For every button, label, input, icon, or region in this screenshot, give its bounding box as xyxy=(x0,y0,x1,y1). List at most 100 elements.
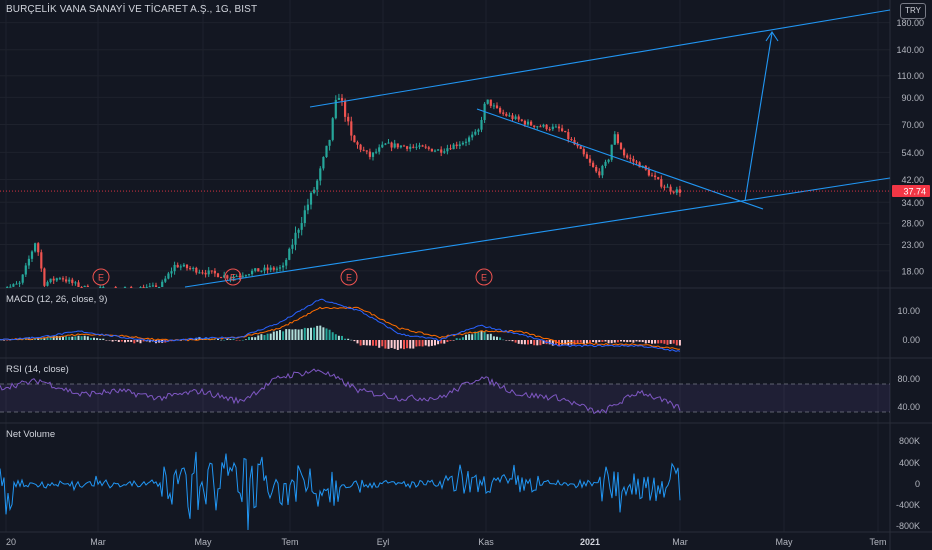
candle-body xyxy=(638,162,641,168)
candle-body xyxy=(164,278,167,282)
candle-body xyxy=(629,157,632,159)
macd-histogram-bar xyxy=(595,340,598,343)
macd-histogram-bar xyxy=(446,340,449,342)
candle-body xyxy=(672,191,675,193)
macd-histogram-bar xyxy=(530,340,533,344)
macd-histogram-bar xyxy=(434,340,436,346)
candle-body xyxy=(418,145,421,147)
macd-histogram-bar xyxy=(6,340,9,341)
trendline[interactable] xyxy=(309,9,891,108)
candle-body xyxy=(86,285,89,287)
macd-histogram-bar xyxy=(666,340,669,345)
candle-body xyxy=(415,146,418,148)
candle-body xyxy=(30,251,34,259)
macd-histogram-bar xyxy=(592,340,595,343)
candle-body xyxy=(322,157,325,169)
macd-histogram-bar xyxy=(303,327,306,340)
macd-histogram-bar xyxy=(83,335,86,340)
candle-body xyxy=(198,272,201,274)
price-tick-label: 54.00 xyxy=(901,148,924,158)
macd-histogram-bar xyxy=(365,340,368,346)
macd-histogram-bar xyxy=(613,340,616,343)
macd-histogram-bar xyxy=(136,340,139,342)
candle-body xyxy=(557,126,561,129)
candle-body xyxy=(61,278,65,280)
macd-histogram-bar xyxy=(409,340,412,349)
macd-histogram-bar xyxy=(93,337,95,340)
candle-body xyxy=(6,287,9,288)
candle-body xyxy=(654,175,657,178)
candle-body xyxy=(427,147,430,149)
candle-body xyxy=(167,273,170,279)
candle-body xyxy=(542,124,545,127)
price-axis[interactable]: 18.00 23.00 28.00 34.00 42.00 54.00 70.00 90.00… xyxy=(896,18,924,531)
macd-histogram-bar xyxy=(579,340,582,343)
trendlines[interactable] xyxy=(184,9,891,288)
macd-histogram-bar xyxy=(294,329,297,340)
trendline[interactable] xyxy=(476,108,764,210)
earnings-marker[interactable]: E xyxy=(475,268,493,286)
candle-body xyxy=(229,278,232,280)
candle-body xyxy=(148,286,151,288)
macd-histogram-bar xyxy=(427,340,430,347)
candle-body xyxy=(452,144,455,150)
candle-body xyxy=(393,143,396,148)
macd-histogram-bar xyxy=(306,328,309,340)
macd-histogram-bar xyxy=(399,340,402,349)
candle-body xyxy=(458,144,461,146)
currency-button[interactable]: TRY xyxy=(900,3,926,19)
candle-body xyxy=(40,252,43,269)
candle-body xyxy=(545,124,548,130)
trendline[interactable] xyxy=(184,177,891,288)
macd-histogram-bar xyxy=(334,334,337,340)
time-axis[interactable]: 20 Mar May Tem Eyl Kas 2021 Mar May Tem xyxy=(6,537,887,547)
macd-histogram-bar xyxy=(204,337,207,340)
macd-histogram-bar xyxy=(105,340,108,341)
candle-body xyxy=(291,244,294,249)
candle-body xyxy=(561,128,564,131)
candle-body xyxy=(145,287,148,288)
candle-body xyxy=(505,113,508,116)
candle-body xyxy=(480,119,483,130)
macd-histogram-bar xyxy=(523,340,526,345)
candle-body xyxy=(495,105,499,109)
macd-histogram-bar xyxy=(244,339,247,340)
macd-histogram-bar xyxy=(520,340,523,345)
macd-histogram-bar xyxy=(74,336,77,340)
candle-body xyxy=(80,287,83,288)
macd-histogram-bar xyxy=(300,329,303,340)
candle-body xyxy=(244,275,247,277)
candle-body xyxy=(514,116,517,119)
candle-body xyxy=(68,279,71,282)
trendline[interactable] xyxy=(744,32,773,202)
earnings-marker[interactable]: E xyxy=(92,268,110,286)
candle-body xyxy=(604,161,607,166)
macd-histogram-bar xyxy=(675,340,678,346)
candle-body xyxy=(433,150,437,152)
candle-body xyxy=(582,148,585,155)
macd-line xyxy=(0,298,681,352)
macd-histogram-bar xyxy=(375,340,378,346)
earnings-marker[interactable]: E xyxy=(224,268,242,286)
arrow-head-icon xyxy=(765,31,779,42)
candle-body xyxy=(607,159,610,162)
candle-body xyxy=(585,154,588,159)
earnings-marker[interactable]: E xyxy=(340,268,358,286)
candle-series xyxy=(6,93,681,288)
candle-body xyxy=(306,204,309,211)
macd-histogram-bar xyxy=(80,336,83,340)
macd-histogram-bar xyxy=(542,340,545,344)
macd-histogram-bar xyxy=(341,335,343,340)
macd-histogram-bar xyxy=(449,340,452,341)
candle-body xyxy=(260,270,263,272)
candle-body xyxy=(328,139,331,146)
macd-histogram-bar xyxy=(108,340,111,341)
macd-histogram-bar xyxy=(127,340,130,342)
macd-histogram-bar xyxy=(254,337,257,340)
macd-histogram-bar xyxy=(344,338,347,340)
candle-body xyxy=(83,285,86,287)
candle-body xyxy=(337,98,340,100)
